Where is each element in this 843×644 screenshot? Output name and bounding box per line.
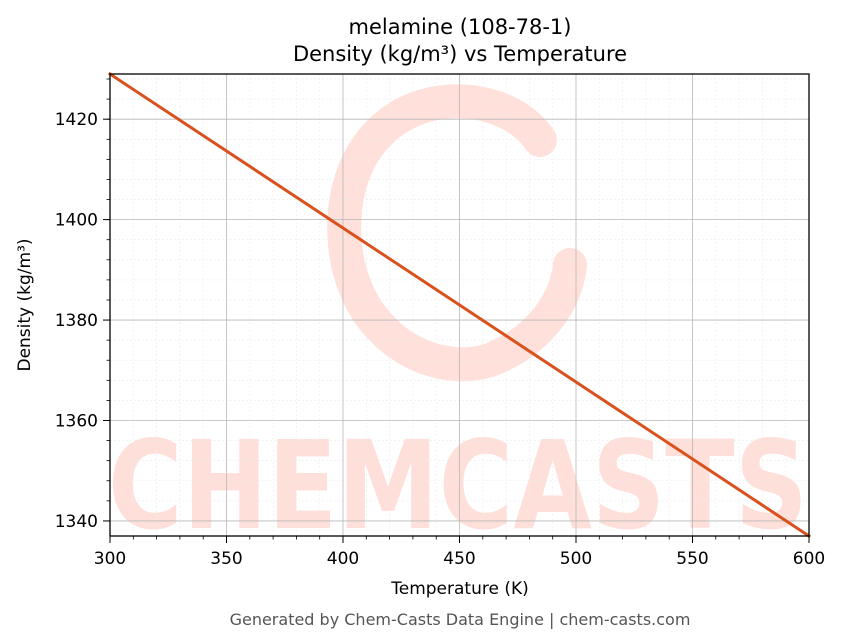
- chart-title: melamine (108-78-1): [349, 15, 572, 39]
- footer-credit: Generated by Chem-Casts Data Engine | ch…: [230, 610, 691, 629]
- y-axis-label: Density (kg/m³): [15, 238, 35, 371]
- watermark-text: CHEMCASTS: [108, 415, 808, 557]
- x-tick-label: 400: [327, 549, 359, 569]
- watermark-swoosh: [327, 84, 587, 382]
- y-tick-label: 1420: [55, 110, 98, 130]
- axis-ticks: 300 350 400 450 500 550 600 1340 1360 1380 1400 142…: [55, 78, 825, 569]
- x-tick-label: 600: [793, 549, 825, 569]
- x-tick-label: 550: [676, 549, 708, 569]
- x-tick-label: 450: [443, 549, 475, 569]
- density-line: [107, 71, 812, 539]
- y-tick-label: 1380: [55, 311, 98, 331]
- x-tick-label: 300: [94, 549, 126, 569]
- watermark-logo: CHEMCASTS: [108, 84, 808, 557]
- y-tick-label: 1360: [55, 412, 98, 432]
- chart-subtitle: Density (kg/m³) vs Temperature: [293, 42, 627, 66]
- x-axis-label: Temperature (K): [390, 579, 529, 599]
- x-tick-label: 500: [560, 549, 592, 569]
- grid: [109, 74, 810, 536]
- x-tick-label: 350: [210, 549, 242, 569]
- y-tick-label: 1340: [55, 512, 98, 532]
- series-layer: [107, 71, 812, 539]
- y-tick-label: 1400: [55, 211, 98, 231]
